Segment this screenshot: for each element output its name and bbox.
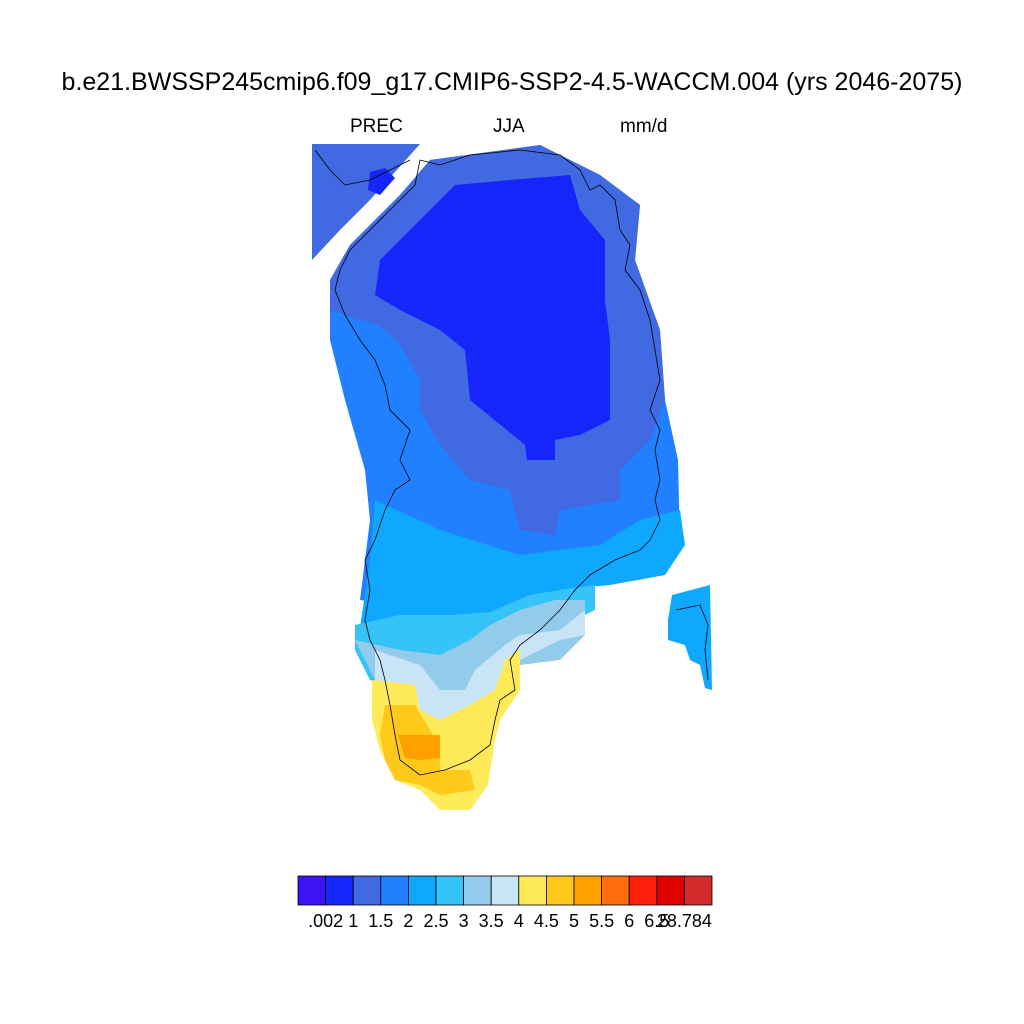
- colorbar-tick-label: 5.5: [589, 911, 614, 931]
- colorbar-tick-label: 3.5: [479, 911, 504, 931]
- colorbar-swatch: [628, 875, 658, 906]
- colorbar-tick-label: 28.784: [657, 911, 712, 931]
- colorbar-swatch: [684, 875, 713, 906]
- colorbar-tick-label: .002: [308, 911, 343, 931]
- plot-title: b.e21.BWSSP245cmip6.f09_g17.CMIP6-SSP2-4…: [61, 68, 963, 96]
- colorbar-tick-label: 5: [569, 911, 579, 931]
- colorbar-tick-label: 4.5: [534, 911, 559, 931]
- colorbar-swatch: [601, 875, 630, 906]
- variable-label: PREC: [350, 116, 403, 137]
- band-2-5: [360, 500, 685, 645]
- colorbar-tick-label: 1.5: [368, 911, 393, 931]
- coastline: [314, 149, 709, 776]
- colorbar-tick-label: 3: [459, 911, 469, 931]
- colorbar-swatch: [325, 875, 354, 906]
- colorbar-swatch: [463, 875, 492, 906]
- colorbar-swatch: [490, 875, 520, 906]
- colorbar-swatch: [435, 875, 465, 906]
- colorbar-tick-label: 6: [624, 911, 634, 931]
- colorbar-swatch: [297, 875, 327, 906]
- units-label: mm/d: [620, 116, 668, 137]
- colorbar-tick-label: 6.5: [644, 911, 669, 931]
- colorbar-tick-label: 2: [403, 911, 413, 931]
- colorbar-tick-label: 2.5: [423, 911, 448, 931]
- colorbar-swatch: [380, 875, 409, 906]
- ellesmere-dark: [368, 168, 395, 195]
- precipitation-map: [312, 144, 712, 810]
- colorbar-swatch: [656, 875, 685, 906]
- season-label: JJA: [493, 116, 525, 137]
- colorbar-swatch: [546, 875, 575, 906]
- precip-field: [312, 144, 712, 810]
- east-island-region: [668, 585, 712, 690]
- colorbar-swatch: [518, 875, 547, 906]
- colorbar-swatch: [573, 875, 603, 906]
- band-5-5: [398, 735, 440, 760]
- colorbar-tick-label: 1: [348, 911, 358, 931]
- band-4-0: [375, 610, 585, 740]
- colorbar-swatch: [407, 875, 437, 906]
- colorbar-swatch: [352, 875, 382, 906]
- colorbar-tick-label: 4: [514, 911, 524, 931]
- band-1-0: [375, 175, 610, 460]
- ellesmere-region: [312, 144, 420, 260]
